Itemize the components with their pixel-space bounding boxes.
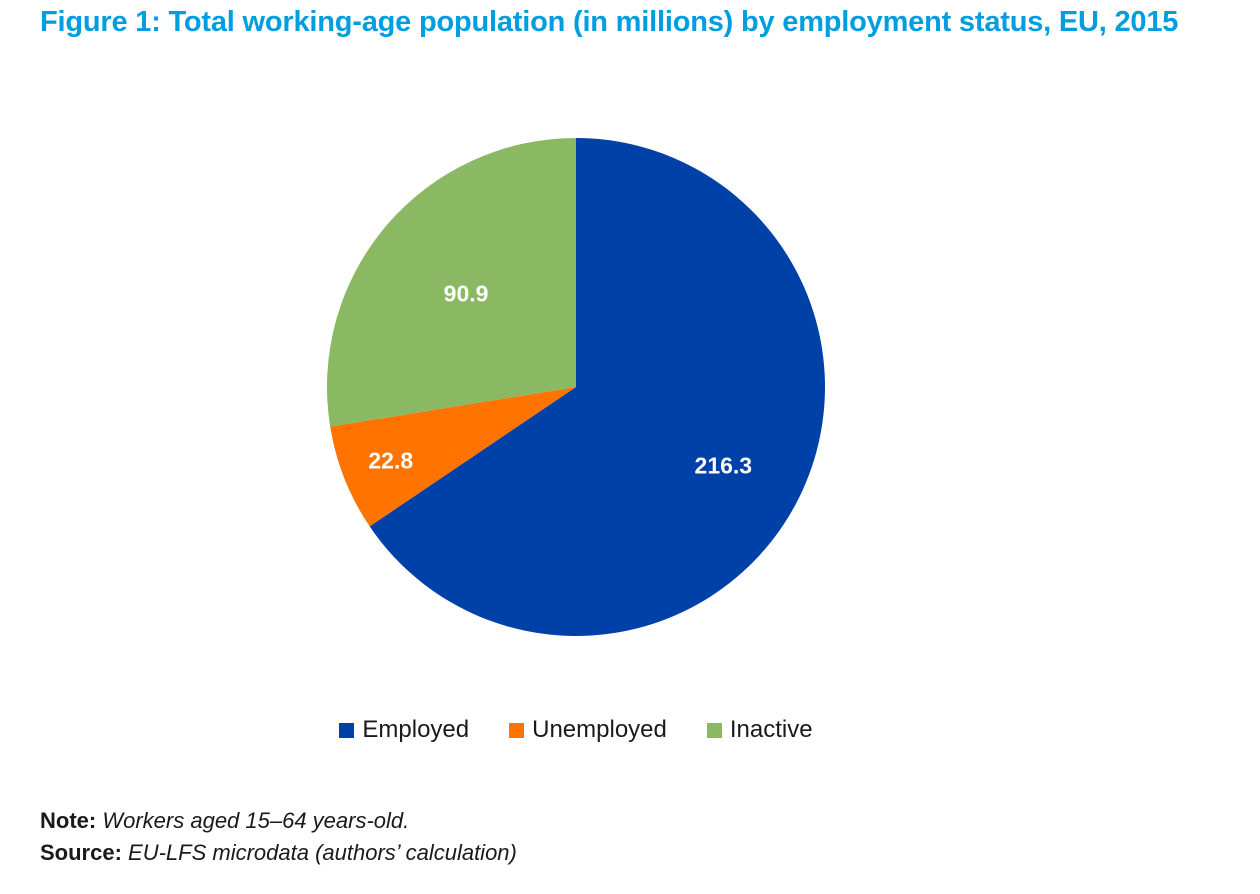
legend-label-employed: Employed bbox=[362, 716, 470, 743]
pie-slice-unemployed bbox=[330, 387, 576, 527]
legend-label-inactive: Inactive bbox=[729, 716, 813, 743]
note-label: Note: bbox=[40, 808, 97, 833]
legend-item-employed: Employed bbox=[339, 716, 469, 744]
data-label-unemployed: 22.8 bbox=[368, 447, 413, 473]
pie-slice-employed bbox=[369, 138, 825, 636]
data-label-employed: 216.3 bbox=[695, 452, 753, 478]
pie-slice-inactive bbox=[327, 138, 576, 427]
chart-legend: Employed Unemployed Inactive bbox=[0, 716, 1152, 744]
legend-label-unemployed: Unemployed bbox=[532, 716, 667, 743]
legend-item-inactive: Inactive bbox=[706, 716, 813, 744]
legend-swatch-inactive bbox=[706, 722, 722, 738]
legend-item-unemployed: Unemployed bbox=[509, 716, 667, 744]
legend-swatch-employed bbox=[339, 722, 355, 738]
data-label-inactive: 90.9 bbox=[444, 280, 489, 306]
chart-notes: Note: Workers aged 15–64 years-old. Sour… bbox=[40, 805, 517, 869]
note-text: Workers aged 15–64 years-old. bbox=[102, 808, 410, 833]
legend-swatch-unemployed bbox=[509, 722, 525, 738]
chart-title: Figure 1: Total working-age population (… bbox=[40, 6, 1179, 38]
source-line: Source: EU-LFS microdata (authors’ calcu… bbox=[40, 837, 517, 869]
source-label: Source: bbox=[40, 840, 122, 865]
note-line: Note: Workers aged 15–64 years-old. bbox=[40, 805, 517, 837]
source-text: EU-LFS microdata (authors’ calculation) bbox=[128, 840, 517, 865]
